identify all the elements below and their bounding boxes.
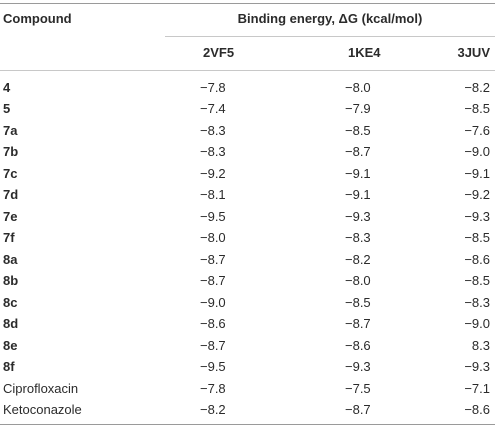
group-rule (165, 36, 495, 37)
binding-energy: −8.7 (200, 273, 226, 289)
binding-energy: −8.6 (464, 251, 490, 267)
compound-name: 7f (3, 230, 15, 246)
compound-name: 8c (3, 294, 18, 310)
binding-energy: −9.3 (345, 208, 371, 224)
binding-energy: −8.6 (345, 337, 371, 353)
binding-energy: −8.0 (345, 80, 371, 95)
compound-name: 8f (3, 359, 15, 375)
binding-energy: −7.5 (345, 380, 371, 396)
compound-name: 5 (3, 101, 11, 117)
binding-energy: −9.3 (345, 359, 371, 375)
binding-energy: −8.7 (200, 337, 226, 353)
binding-energy: −9.2 (464, 187, 490, 203)
compound-name: 8d (3, 316, 19, 332)
compound-name: 7b (3, 144, 19, 160)
compound-name: Ketoconazole (3, 402, 82, 418)
binding-energy: −8.5 (464, 273, 490, 289)
binding-energy: −8.3 (200, 144, 226, 160)
binding-energy: −8.7 (345, 316, 371, 332)
compound-name: 8a (3, 251, 18, 267)
binding-energy: −8.5 (464, 101, 490, 117)
binding-energy: −9.5 (200, 208, 226, 224)
binding-energy: −8.2 (345, 251, 371, 267)
column-header: 1KE4 (348, 45, 381, 60)
binding-energy: −9.0 (464, 316, 490, 332)
compound-name: 4 (3, 80, 11, 95)
column-header: 3JUV (457, 45, 490, 60)
binding-energy: −7.8 (200, 380, 226, 396)
binding-energy: −8.0 (200, 230, 226, 246)
binding-energy: −9.1 (345, 165, 371, 181)
binding-energy: −8.3 (464, 294, 490, 310)
binding-energy: −9.1 (345, 187, 371, 203)
top-rule (0, 3, 495, 4)
column-header: 2VF5 (203, 45, 235, 60)
bottom-rule (0, 424, 495, 425)
binding-energy: −7.6 (464, 122, 490, 138)
binding-energy: −8.6 (464, 402, 490, 418)
binding-energy: 8.3 (471, 337, 490, 353)
compound-name: 7c (3, 165, 18, 181)
binding-energy: −9.3 (464, 208, 490, 224)
compound-name: 7a (3, 122, 18, 138)
binding-energy: −9.2 (200, 165, 226, 181)
binding-energy: −8.3 (200, 122, 226, 138)
binding-energy: −8.5 (345, 294, 371, 310)
compound-name: Ciprofloxacin (3, 380, 79, 396)
compound-name: 8e (3, 337, 18, 353)
binding-energy: −9.1 (464, 165, 490, 181)
group-header: Binding energy, ΔG (kcal/mol) (237, 11, 423, 26)
binding-energy: −8.7 (200, 251, 226, 267)
binding-energy: −7.8 (200, 80, 226, 95)
compound-name: 7d (3, 187, 19, 203)
compound-name: 8b (3, 273, 19, 289)
binding-energy: −8.7 (345, 144, 371, 160)
binding-energy: −9.0 (464, 144, 490, 160)
compound-name: 7e (3, 208, 18, 224)
binding-energy: −8.2 (464, 80, 490, 95)
binding-energy: −8.3 (345, 230, 371, 246)
binding-energy: −7.4 (200, 101, 226, 117)
binding-energy: −8.2 (200, 402, 226, 418)
compound-header: Compound (3, 11, 72, 26)
binding-energy: −9.5 (200, 359, 226, 375)
header-rule (0, 70, 495, 71)
binding-energy: −7.9 (345, 101, 371, 117)
binding-energy: −8.7 (345, 402, 371, 418)
binding-energy: −8.0 (345, 273, 371, 289)
binding-energy: −9.0 (200, 294, 226, 310)
binding-energy: −7.1 (464, 380, 490, 396)
binding-energy: −8.5 (464, 230, 490, 246)
binding-energy: −9.3 (464, 359, 490, 375)
binding-energy: −8.6 (200, 316, 226, 332)
binding-energy: −8.1 (200, 187, 226, 203)
binding-energy: −8.5 (345, 122, 371, 138)
